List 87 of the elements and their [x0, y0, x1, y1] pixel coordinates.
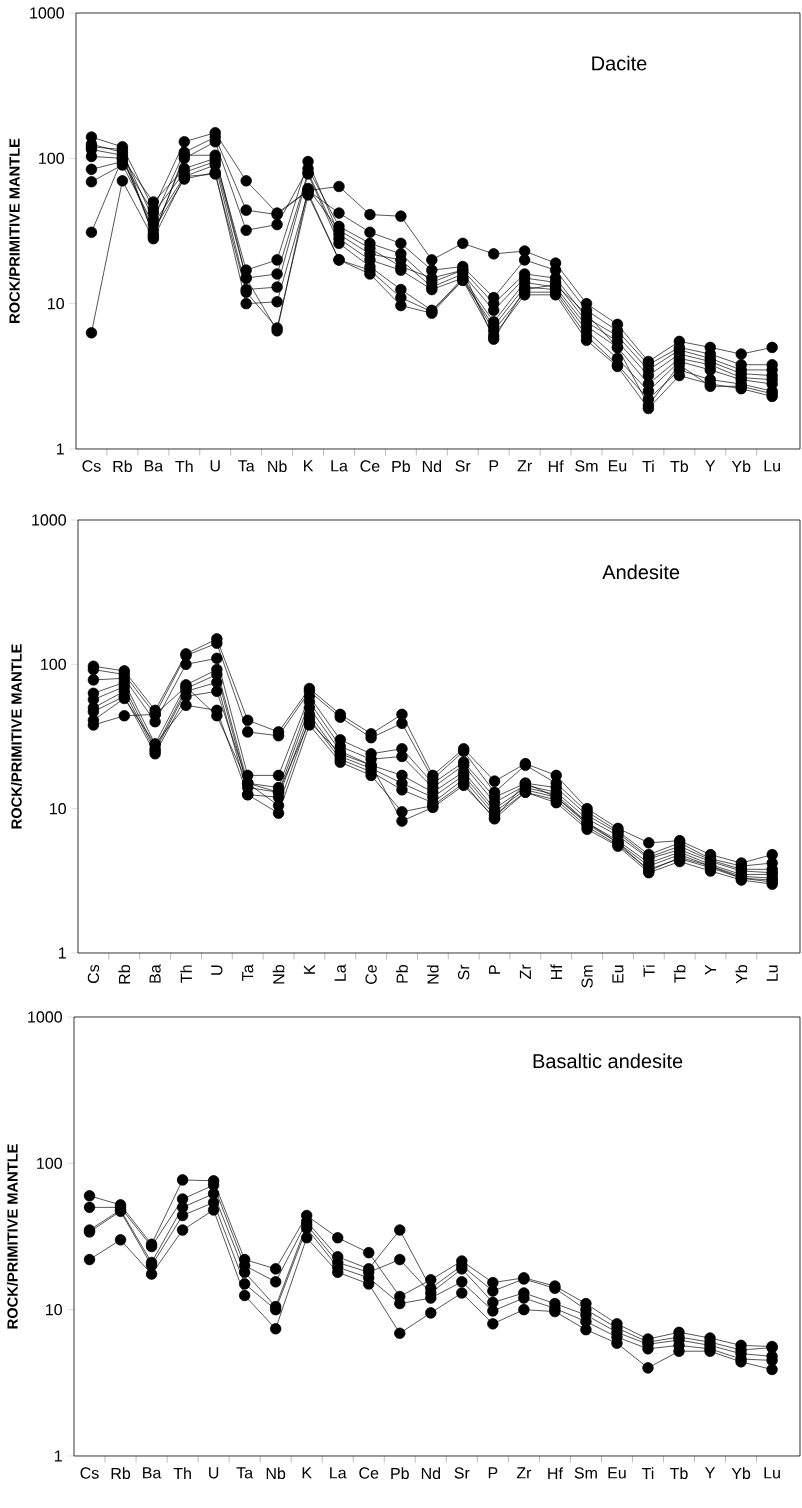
- y-tick-label: 1: [58, 947, 66, 959]
- x-tick-label: Ti: [643, 965, 655, 977]
- text: Basaltic andesite: [533, 1053, 683, 1069]
- x-tick-label: Nb: [272, 965, 285, 984]
- y-tick-label: 1: [56, 443, 64, 455]
- x-tick-label: K: [303, 964, 315, 974]
- x-tick-label: Ce: [359, 1467, 379, 1479]
- x-tick-label: Ta: [238, 460, 255, 472]
- x-tick-label: K: [304, 460, 314, 472]
- x-tick-label: La: [331, 460, 348, 472]
- y-tick-label: 10: [46, 1303, 62, 1316]
- x-tick-label: Hf: [548, 1467, 563, 1479]
- x-tick-label: Rb: [118, 965, 131, 984]
- y-tick-label: 1: [54, 1450, 62, 1462]
- y-tick-label: 1000: [30, 7, 64, 19]
- x-tick-label: Th: [175, 460, 193, 472]
- x-tick-label: Hf: [550, 964, 563, 980]
- x-tick-label: Ti: [642, 460, 654, 472]
- x-tick-label: Nb: [268, 460, 287, 473]
- x-tick-label: Sr: [455, 460, 471, 472]
- x-tick-label: Eu: [612, 965, 624, 983]
- x-tick-label: Tb: [673, 965, 686, 983]
- x-tick-label: Th: [173, 1467, 191, 1479]
- x-tick-label: U: [210, 460, 220, 472]
- x-tick-label: U: [211, 965, 223, 975]
- x-tick-label: Ce: [360, 460, 380, 472]
- x-tick-label: Sr: [458, 964, 470, 980]
- x-tick-label: Cs: [82, 460, 101, 472]
- y-tick-label: 10: [48, 297, 64, 310]
- x-tick-label: La: [334, 964, 346, 981]
- y-axis-title: ROCK/PRIMITIVE MANTLE: [8, 138, 20, 323]
- x-tick-label: P: [489, 965, 501, 974]
- x-tick-label: Nd: [426, 965, 439, 984]
- x-tick-label: Th: [180, 965, 192, 983]
- x-tick-label: U: [209, 1467, 219, 1479]
- x-tick-label: Pb: [392, 460, 410, 473]
- x-tick-label: Eu: [608, 1467, 626, 1479]
- y-axis-title: ROCK/PRIMITIVE MANTLE: [6, 1144, 18, 1329]
- x-tick-label: La: [330, 1467, 347, 1479]
- x-tick-label: Cs: [87, 964, 100, 984]
- x-tick-label: P: [488, 1467, 498, 1479]
- x-tick-label: Nb: [266, 1467, 286, 1480]
- x-tick-label: Tb: [670, 460, 688, 473]
- x-tick-label: Tb: [670, 1467, 688, 1480]
- y-tick-label: 1000: [32, 514, 66, 526]
- x-tick-label: Ba: [143, 1467, 162, 1479]
- x-tick-label: P: [489, 460, 499, 472]
- x-tick-label: Pb: [391, 1467, 409, 1480]
- x-tick-label: Ta: [236, 1467, 254, 1479]
- x-tick-label: Lu: [764, 1467, 780, 1479]
- x-tick-label: K: [302, 1467, 312, 1479]
- x-tick-label: Ba: [144, 460, 164, 472]
- y-tick-label: 100: [39, 152, 64, 164]
- x-tick-label: Yb: [735, 965, 748, 984]
- x-tick-label: Ti: [641, 1467, 654, 1479]
- x-tick-label: Nd: [421, 1467, 440, 1480]
- x-tick-label: Cs: [80, 1467, 99, 1479]
- x-tick-label: Sm: [581, 965, 593, 988]
- x-tick-label: Pb: [396, 965, 408, 983]
- x-tick-label: Ce: [365, 965, 377, 984]
- x-tick-label: Hf: [548, 460, 564, 472]
- x-tick-label: Zr: [519, 964, 531, 979]
- x-tick-label: Ba: [149, 964, 161, 983]
- x-tick-label: Lu: [764, 460, 780, 472]
- y-tick-label: 100: [41, 658, 66, 670]
- x-tick-label: Y: [705, 460, 716, 472]
- y-tick-label: 10: [50, 803, 66, 815]
- text: Dacite: [592, 55, 647, 71]
- x-tick-label: Rb: [111, 1467, 131, 1480]
- x-tick-label: Sm: [575, 460, 598, 472]
- x-tick-label: Y: [705, 964, 717, 975]
- x-tick-label: Rb: [113, 460, 132, 473]
- x-tick-label: Yb: [731, 460, 751, 473]
- x-tick-label: Zr: [517, 460, 532, 472]
- x-tick-label: Nd: [422, 460, 441, 473]
- x-tick-label: Y: [705, 1467, 715, 1479]
- x-tick-label: Yb: [731, 1467, 751, 1480]
- x-tick-label: Lu: [766, 965, 778, 981]
- text: Andesite: [602, 564, 680, 580]
- y-tick-label: 1000: [28, 1011, 62, 1023]
- x-tick-label: Ta: [242, 964, 254, 981]
- x-tick-label: Eu: [608, 460, 627, 472]
- x-tick-label: Sr: [454, 1467, 470, 1479]
- y-axis-title: ROCK/PRIMITIVE MANTLE: [10, 644, 22, 829]
- x-tick-label: Zr: [516, 1467, 532, 1479]
- x-tick-label: Sm: [574, 1467, 597, 1479]
- y-tick-label: 100: [37, 1157, 62, 1169]
